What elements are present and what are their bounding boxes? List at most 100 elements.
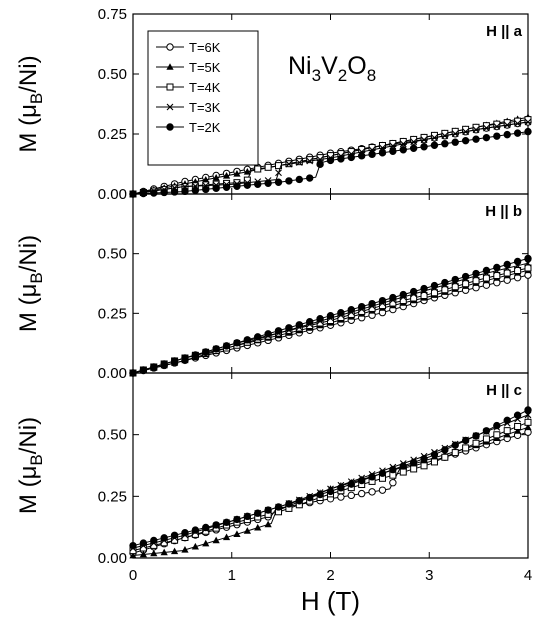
panel-label-part: || c [497, 382, 522, 399]
data-point [461, 436, 470, 445]
y-tick-label: 0.50 [98, 246, 127, 263]
y-tick-label: 0.25 [98, 305, 127, 322]
x-tick-label: 2 [326, 567, 334, 584]
data-point [243, 336, 252, 344]
panel-label-part: H [486, 23, 497, 40]
data-point [295, 321, 304, 329]
data-point [212, 521, 220, 529]
data-point [493, 431, 501, 439]
y-axis-label-part: M (μ [15, 104, 42, 152]
data-point [337, 484, 345, 492]
data-point [514, 427, 522, 434]
data-point [222, 533, 231, 541]
data-point [150, 189, 158, 197]
data-point [441, 453, 449, 461]
data-point [347, 305, 355, 314]
data-point [139, 539, 148, 547]
legend-marker-square-open [166, 83, 174, 91]
y-axis-label: M (μB/Ni) [15, 55, 46, 152]
data-point [409, 458, 418, 467]
data-point [191, 186, 200, 195]
data-point [410, 465, 418, 473]
data-point [420, 454, 428, 463]
data-point [420, 291, 428, 299]
legend: T=6K T=5K T=4K T=3K T=2K [147, 30, 259, 166]
legend-box [147, 30, 259, 166]
data-point [274, 178, 283, 186]
y-axis-label-part: M (μ [15, 466, 42, 514]
data-point [264, 506, 272, 514]
y-axis-label-part: M (μ [15, 284, 42, 332]
data-point [441, 446, 449, 454]
series-T=3K [129, 411, 532, 552]
data-point [389, 147, 397, 156]
data-point [410, 138, 418, 146]
data-point [431, 134, 438, 142]
legend-label: T=4K [189, 80, 221, 95]
data-point [389, 293, 397, 302]
data-point [337, 309, 345, 317]
data-point [514, 120, 521, 127]
data-point [399, 468, 407, 476]
data-point [191, 542, 199, 550]
data-point [482, 266, 491, 275]
panel-label-part: || b [496, 203, 522, 220]
data-point [243, 181, 252, 189]
data-point [430, 458, 438, 466]
data-point [150, 536, 158, 545]
data-point [451, 441, 459, 449]
data-point [243, 167, 251, 175]
series-T=2K [129, 406, 532, 550]
data-point [493, 272, 501, 280]
data-point [472, 439, 480, 447]
data-point [264, 163, 272, 171]
data-point [347, 491, 355, 500]
data-point [160, 548, 168, 556]
data-point [347, 480, 355, 488]
series-T=2K [129, 254, 532, 377]
compound-part: 2 [338, 66, 347, 85]
data-point [493, 123, 501, 130]
data-point [233, 515, 241, 524]
y-axis-label: M (μB/Ni) [15, 417, 46, 514]
data-point [254, 333, 262, 341]
data-point [222, 518, 231, 526]
data-point [212, 184, 220, 193]
data-point [462, 280, 470, 288]
data-point [378, 296, 387, 305]
data-point [285, 177, 293, 185]
data-point [441, 286, 449, 294]
y-axis-label-part: /Ni) [15, 235, 42, 272]
data-point [243, 512, 252, 521]
data-point [254, 180, 262, 188]
data-point [493, 132, 501, 140]
data-point [503, 416, 511, 425]
data-point [420, 136, 428, 144]
data-point [482, 274, 490, 282]
data-point [202, 185, 210, 194]
data-point [462, 444, 470, 452]
data-point [503, 130, 511, 139]
data-point [264, 179, 272, 187]
data-point [264, 330, 272, 338]
x-tick-label: 0 [129, 567, 137, 584]
data-point [202, 539, 210, 547]
compound-part: 3 [312, 66, 321, 85]
data-point [254, 165, 262, 173]
data-point [441, 278, 449, 287]
legend-label: T=6K [189, 40, 221, 55]
data-point [295, 158, 303, 166]
y-axis-label-part: B [27, 272, 46, 283]
y-axis-label-part: /Ni) [15, 417, 42, 454]
x-tick-label: 4 [524, 567, 532, 584]
data-point [139, 366, 148, 374]
data-point [461, 136, 470, 145]
data-point [264, 520, 272, 528]
legend-label: T=5K [189, 60, 221, 75]
data-point [378, 486, 387, 494]
data-point [503, 121, 511, 129]
data-point [409, 144, 418, 152]
data-point [316, 315, 324, 323]
y-tick-label: 0.25 [98, 126, 127, 143]
